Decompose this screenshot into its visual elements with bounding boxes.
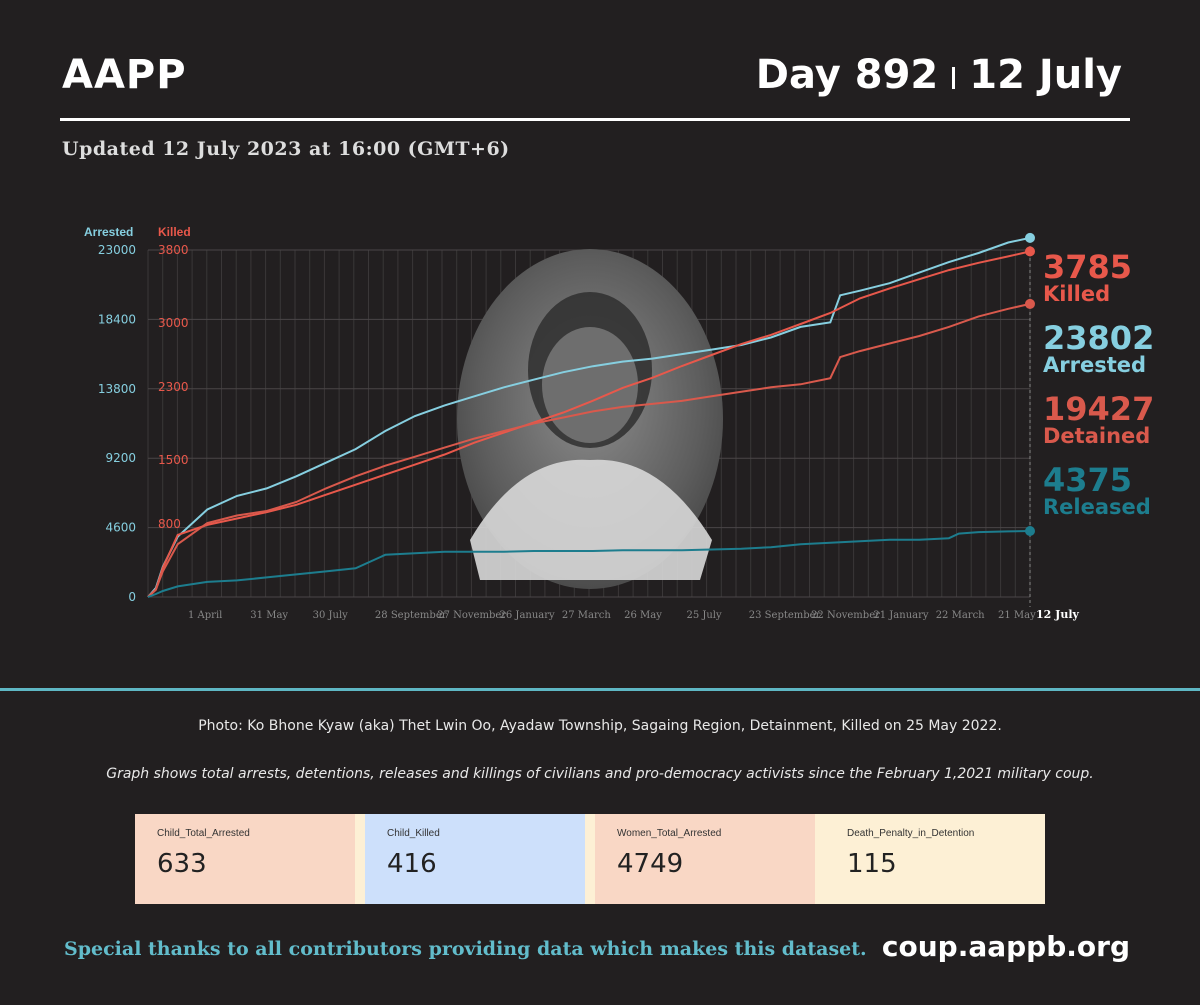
right-tick-label: 3000 xyxy=(158,316,189,330)
end-label-text: Killed xyxy=(1043,282,1110,306)
right-tick-label: 800 xyxy=(158,517,181,531)
end-label-text: Detained xyxy=(1043,424,1150,448)
header-rule xyxy=(60,118,1130,121)
end-label-text: Arrested xyxy=(1043,353,1146,377)
stat-death-penalty: Death_Penalty_in_Detention 115 xyxy=(815,814,1045,904)
left-tick-label: 0 xyxy=(128,590,136,604)
end-label-text: Released xyxy=(1043,495,1151,519)
x-tick-label: 27 March xyxy=(562,610,611,621)
series-line-killed xyxy=(147,250,1031,598)
stat-value: 633 xyxy=(157,849,207,879)
day-count: Day 892 xyxy=(755,52,939,98)
x-tick-label: 26 January xyxy=(500,610,555,621)
brand-title: AAPP xyxy=(62,52,187,98)
x-tick-label: 27 November xyxy=(437,610,506,621)
x-tick-label: 25 July xyxy=(686,610,722,621)
portrait-photo xyxy=(457,249,723,589)
x-tick-label: 21 May xyxy=(998,610,1036,621)
left-tick-label: 4600 xyxy=(105,521,136,535)
series-line-released xyxy=(147,530,1031,598)
series-end-dot-released xyxy=(1025,525,1035,536)
series-end-dot-killed xyxy=(1025,246,1035,257)
stat-label: Death_Penalty_in_Detention xyxy=(847,828,975,839)
stats-panel: Child_Total_Arrested 633 Child_Killed 41… xyxy=(135,814,1045,904)
stat-women-arrested: Women_Total_Arrested 4749 xyxy=(585,814,815,904)
x-tick-label: 28 September xyxy=(375,610,447,621)
right-tick-label: 2300 xyxy=(158,380,189,394)
chart-axes: 0 4600 9200 13800 18400 23000 800 1500 2300 3000 3… xyxy=(84,225,1080,621)
updated-timestamp: Updated 12 July 2023 at 16:00 (GMT+6) xyxy=(62,138,510,160)
left-tick-label: 18400 xyxy=(98,312,136,326)
x-tick-label: 22 November xyxy=(811,610,880,621)
stat-label: Child_Total_Arrested xyxy=(157,828,250,839)
series-line-detained xyxy=(147,302,1031,598)
graph-note: Graph shows total arrests, detentions, r… xyxy=(106,766,1094,782)
right-tick-label: 1500 xyxy=(158,453,189,467)
left-axis-title: Arrested xyxy=(84,225,133,239)
day-date-header: Day 892 12 July xyxy=(756,52,1122,98)
x-tick-label: 22 March xyxy=(936,610,985,621)
x-tick-label: 1 April xyxy=(188,610,222,621)
stat-label: Women_Total_Arrested xyxy=(617,828,722,839)
right-tick-label: 3800 xyxy=(158,243,189,257)
left-tick-label: 9200 xyxy=(105,451,136,465)
section-rule xyxy=(0,688,1200,691)
site-link[interactable]: coup.aappb.org xyxy=(881,930,1130,963)
thanks-note: Special thanks to all contributors provi… xyxy=(64,938,867,960)
chart-lines xyxy=(147,232,1035,598)
series-end-dot-arrested xyxy=(1025,232,1035,243)
left-tick-label: 23000 xyxy=(98,243,136,257)
photo-caption: Photo: Ko Bhone Kyaw (aka) Thet Lwin Oo,… xyxy=(198,718,1002,734)
portrait-face xyxy=(542,327,638,443)
x-tick-label: 12 July xyxy=(1036,608,1080,621)
stat-label: Child_Killed xyxy=(387,828,440,839)
end-label-value: 4375 xyxy=(1043,461,1132,499)
x-tick-label: 21 January xyxy=(873,610,928,621)
series-end-dot-detained xyxy=(1025,298,1035,309)
stat-value: 4749 xyxy=(617,849,684,879)
end-label-value: 23802 xyxy=(1043,319,1154,357)
stat-child-arrested: Child_Total_Arrested 633 xyxy=(135,814,355,904)
header-divider xyxy=(952,67,956,89)
x-tick-label: 23 September xyxy=(749,610,821,621)
header-date: 12 July xyxy=(969,52,1122,98)
end-label-value: 19427 xyxy=(1043,390,1154,428)
x-tick-label: 31 May xyxy=(250,610,288,621)
left-tick-label: 13800 xyxy=(98,382,136,396)
stat-child-killed: Child_Killed 416 xyxy=(355,814,585,904)
x-tick-label: 30 July xyxy=(313,610,349,621)
right-axis-title: Killed xyxy=(158,225,191,239)
x-tick-label: 26 May xyxy=(624,610,662,621)
end-label-value: 3785 xyxy=(1043,248,1132,286)
stat-value: 115 xyxy=(847,849,897,879)
stat-value: 416 xyxy=(387,849,437,879)
cumulative-line-chart: 0 4600 9200 13800 18400 23000 800 1500 2300 3000 3… xyxy=(84,225,1154,621)
series-line-arrested xyxy=(147,236,1031,598)
